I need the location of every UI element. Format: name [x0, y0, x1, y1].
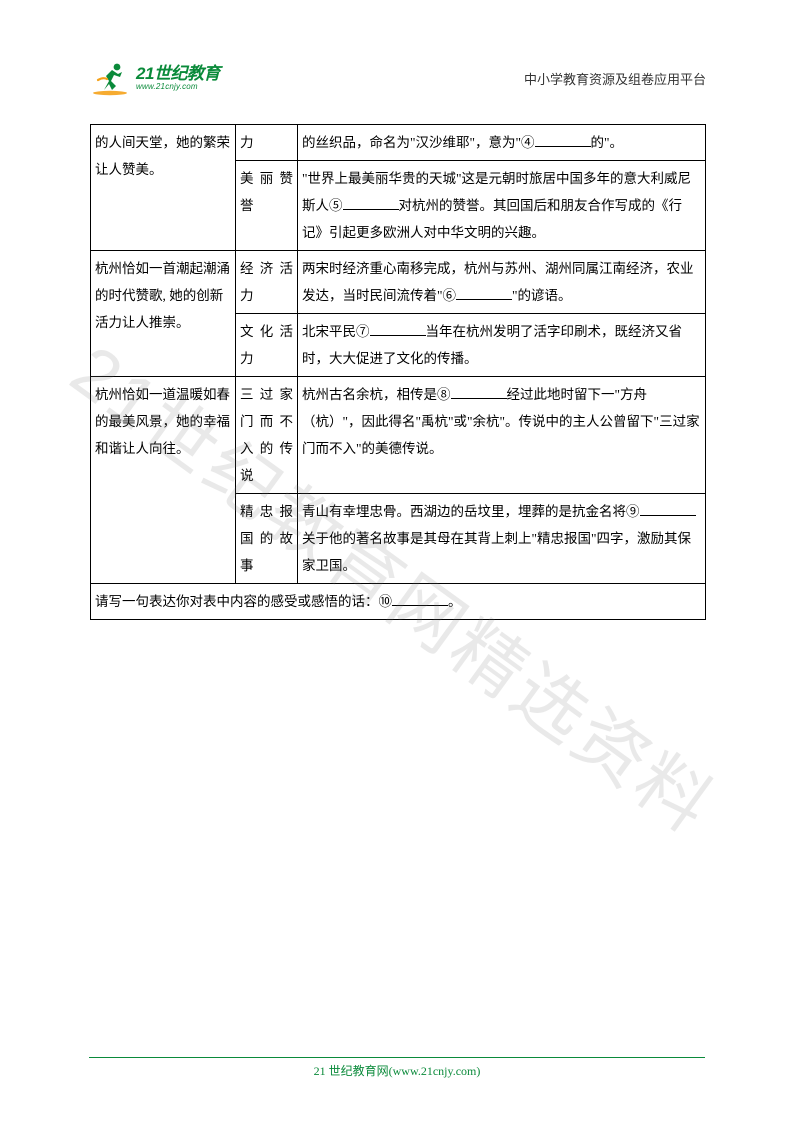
page: 21世纪教育 www.21cnjy.com 中小学教育资源及组卷应用平台 的人间… [0, 0, 794, 1123]
brand-logo: 21世纪教育 www.21cnjy.com [90, 60, 220, 96]
fill-blank[interactable] [392, 593, 448, 607]
footer-url: www.21cnjy.com [393, 1064, 477, 1078]
page-footer: 21 世纪教育网(www.21cnjy.com) [0, 1057, 794, 1079]
category-cell: 经 济 活力 [236, 251, 298, 314]
logo-text-block: 21世纪教育 www.21cnjy.com [136, 65, 220, 91]
footer-text-pre: 21 世纪教育网( [314, 1064, 393, 1078]
runner-icon [90, 60, 130, 96]
content-cell: "世界上最美丽华贵的天城"这是元朝时旅居中国多年的意大利威尼斯人⑤对杭州的赞誉。… [298, 161, 706, 251]
category-cell: 三 过 家门 而 不入 的 传说 [236, 377, 298, 494]
fill-blank[interactable] [535, 134, 591, 148]
content-cell: 青山有幸埋忠骨。西湖边的岳坟里，埋葬的是抗金名将⑨关于他的著名故事是其母在其背上… [298, 494, 706, 584]
content-cell: 北宋平民⑦当年在杭州发明了活字印刷术，既经济又省时，大大促进了文化的传播。 [298, 314, 706, 377]
theme-cell: 杭州恰如一首潮起潮涌的时代赞歌, 她的创新活力让人推崇。 [91, 251, 236, 377]
theme-cell: 的人间天堂，她的繁荣让人赞美。 [91, 125, 236, 251]
fill-blank[interactable] [456, 287, 512, 301]
content-table: 的人间天堂，她的繁荣让人赞美。力的丝织品，命名为"汉沙维耶"，意为"④的"。美 … [90, 124, 706, 620]
footer-divider [89, 1057, 705, 1058]
header-subtitle: 中小学教育资源及组卷应用平台 [524, 69, 706, 88]
content-cell: 两宋时经济重心南移完成，杭州与苏州、湖州同属江南经济，农业发达，当时民间流传着"… [298, 251, 706, 314]
category-cell: 美 丽 赞誉 [236, 161, 298, 251]
footer-text-post: ) [476, 1064, 480, 1078]
content-cell: 杭州古名余杭，相传是⑧经过此地时留下一"方舟（杭）"，因此得名"禹杭"或"余杭"… [298, 377, 706, 494]
table-row: 杭州恰如一首潮起潮涌的时代赞歌, 她的创新活力让人推崇。经 济 活力两宋时经济重… [91, 251, 706, 314]
category-cell: 力 [236, 125, 298, 161]
fill-blank[interactable] [370, 323, 426, 337]
page-header: 21世纪教育 www.21cnjy.com 中小学教育资源及组卷应用平台 [90, 60, 706, 96]
content-cell: 的丝织品，命名为"汉沙维耶"，意为"④的"。 [298, 125, 706, 161]
category-cell: 文 化 活力 [236, 314, 298, 377]
table-footer-row: 请写一句表达你对表中内容的感受或感悟的话：⑩。 [91, 584, 706, 620]
table-row: 杭州恰如一道温暖如春的最美风景，她的幸福和谐让人向往。三 过 家门 而 不入 的… [91, 377, 706, 494]
fill-blank[interactable] [451, 386, 507, 400]
theme-cell: 杭州恰如一道温暖如春的最美风景，她的幸福和谐让人向往。 [91, 377, 236, 584]
table-row: 的人间天堂，她的繁荣让人赞美。力的丝织品，命名为"汉沙维耶"，意为"④的"。 [91, 125, 706, 161]
fill-blank[interactable] [343, 197, 399, 211]
reflection-cell: 请写一句表达你对表中内容的感受或感悟的话：⑩。 [91, 584, 706, 620]
logo-main-text: 21世纪教育 [136, 65, 220, 82]
logo-url-text: www.21cnjy.com [136, 83, 220, 91]
fill-blank[interactable] [640, 503, 696, 517]
category-cell: 精 忠 报国 的 故事 [236, 494, 298, 584]
